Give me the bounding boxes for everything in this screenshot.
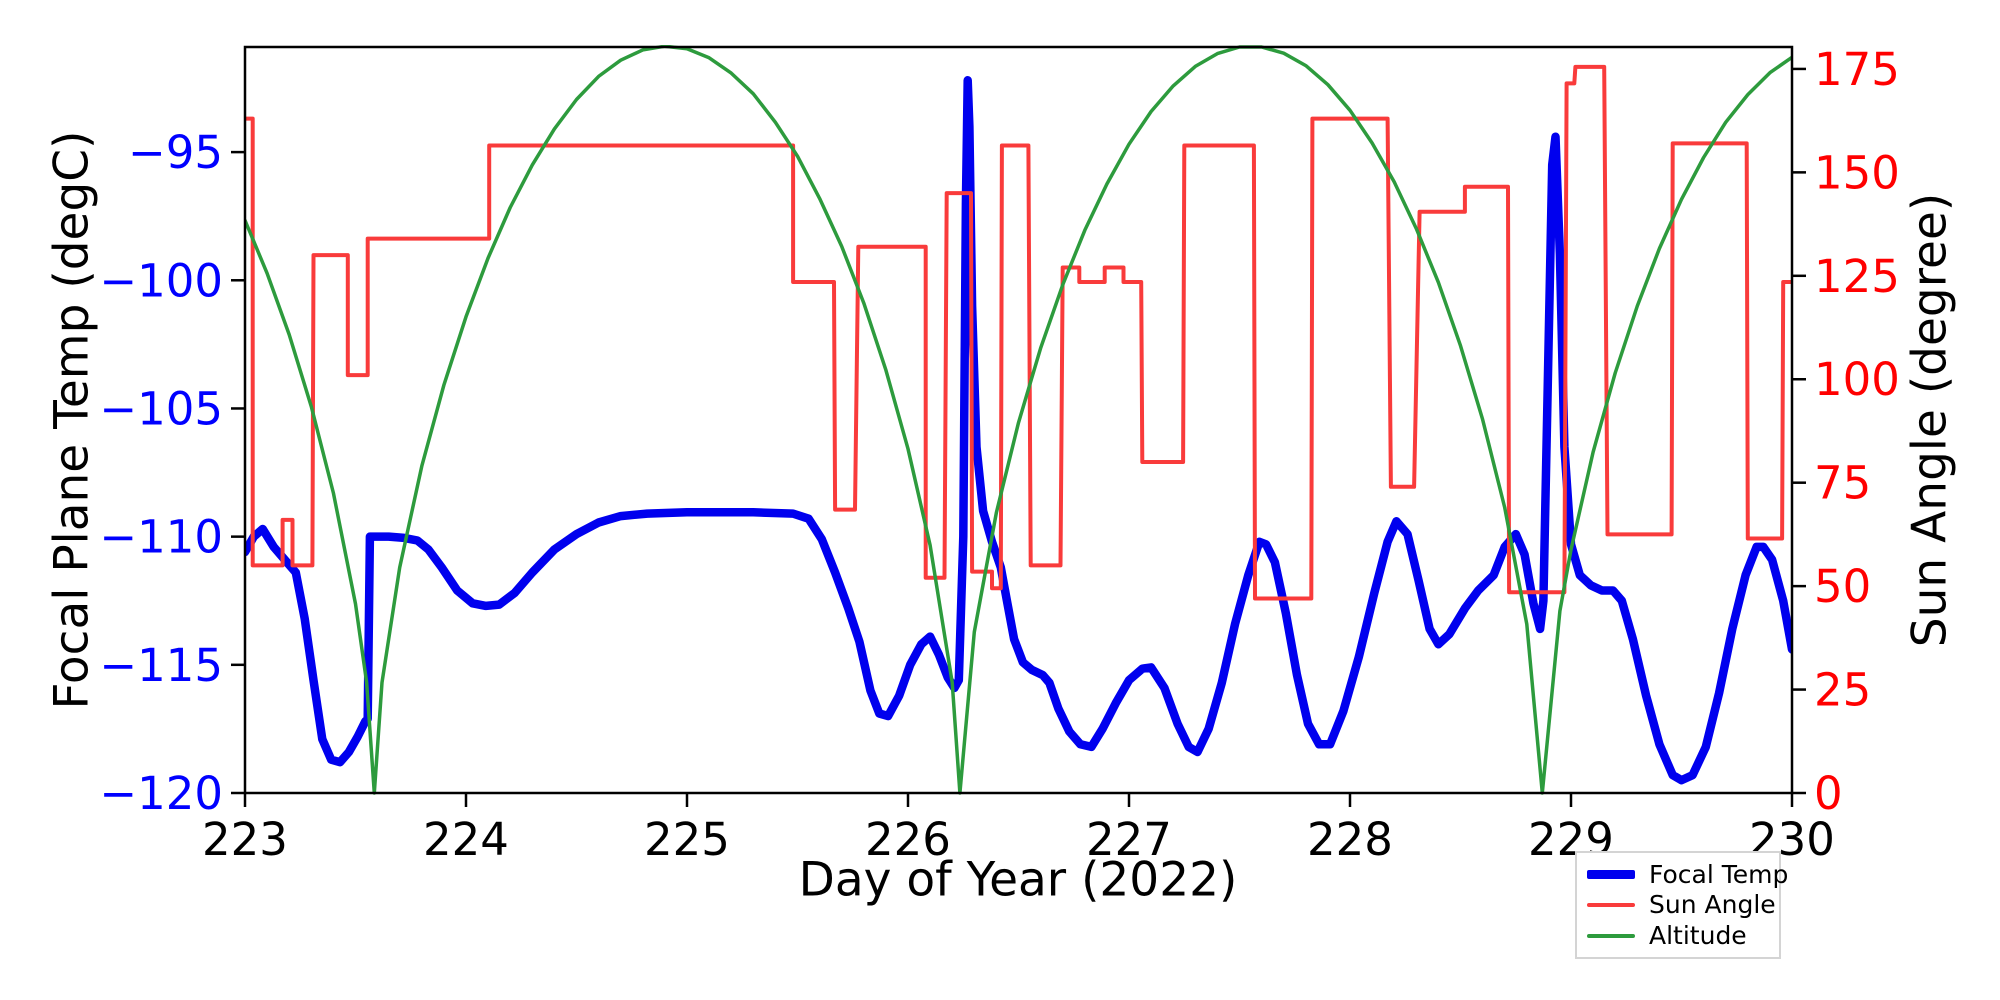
focal-temp-line (244, 76, 1793, 785)
y-right-tick-label: 175 (1814, 43, 1900, 96)
y-left-tick-label: −100 (99, 254, 223, 307)
y-left-tick-label: −115 (99, 639, 223, 692)
x-tick-label: 228 (1307, 813, 1393, 866)
x-tick-label: 225 (644, 813, 730, 866)
altitude-line-swatch (1587, 933, 1635, 938)
y-right-tick-label: 75 (1814, 457, 1871, 510)
y-axis-label-right: Sun Angle (degree) (1902, 192, 1958, 648)
y-left-tick-label: −120 (99, 767, 223, 820)
legend-label: Sun Angle (1649, 890, 1776, 920)
focal-temp-line-swatch (1587, 869, 1635, 879)
x-axis-label: Day of Year (2022) (798, 852, 1238, 908)
y-right-tick-label: 50 (1814, 560, 1871, 613)
series-group (244, 45, 1793, 795)
y-left-tick-label: −110 (99, 511, 223, 564)
x-tick-label: 223 (202, 813, 288, 866)
y-left-tick-label: −105 (99, 382, 223, 435)
x-tick-label: 226 (865, 813, 951, 866)
y-right-tick-label: 150 (1814, 146, 1900, 199)
legend-item-altitude: Altitude (1587, 921, 1769, 950)
plot-border (243, 45, 1794, 795)
y-right-tick-label: 125 (1814, 250, 1900, 303)
sun-angle-line-swatch (1587, 902, 1635, 907)
x-tick-label: 227 (1086, 813, 1172, 866)
x-tick-label: 224 (423, 813, 509, 866)
y-right-tick-label: 0 (1814, 767, 1843, 820)
y-right-tick-label: 100 (1814, 353, 1900, 406)
legend-label: Altitude (1649, 921, 1747, 951)
y-axis-label-left: Focal Plane Temp (degC) (44, 130, 100, 710)
legend-item-focal-temp: Focal Temp (1587, 860, 1788, 889)
legend-item-sun-angle: Sun Angle (1587, 890, 1776, 919)
y-left-tick-label: −95 (128, 126, 223, 179)
y-right-tick-label: 25 (1814, 664, 1871, 717)
legend-label: Focal Temp (1649, 859, 1789, 889)
altitude-line (244, 45, 1793, 795)
legend: Focal Temp Sun Angle Altitude (1575, 851, 1788, 959)
